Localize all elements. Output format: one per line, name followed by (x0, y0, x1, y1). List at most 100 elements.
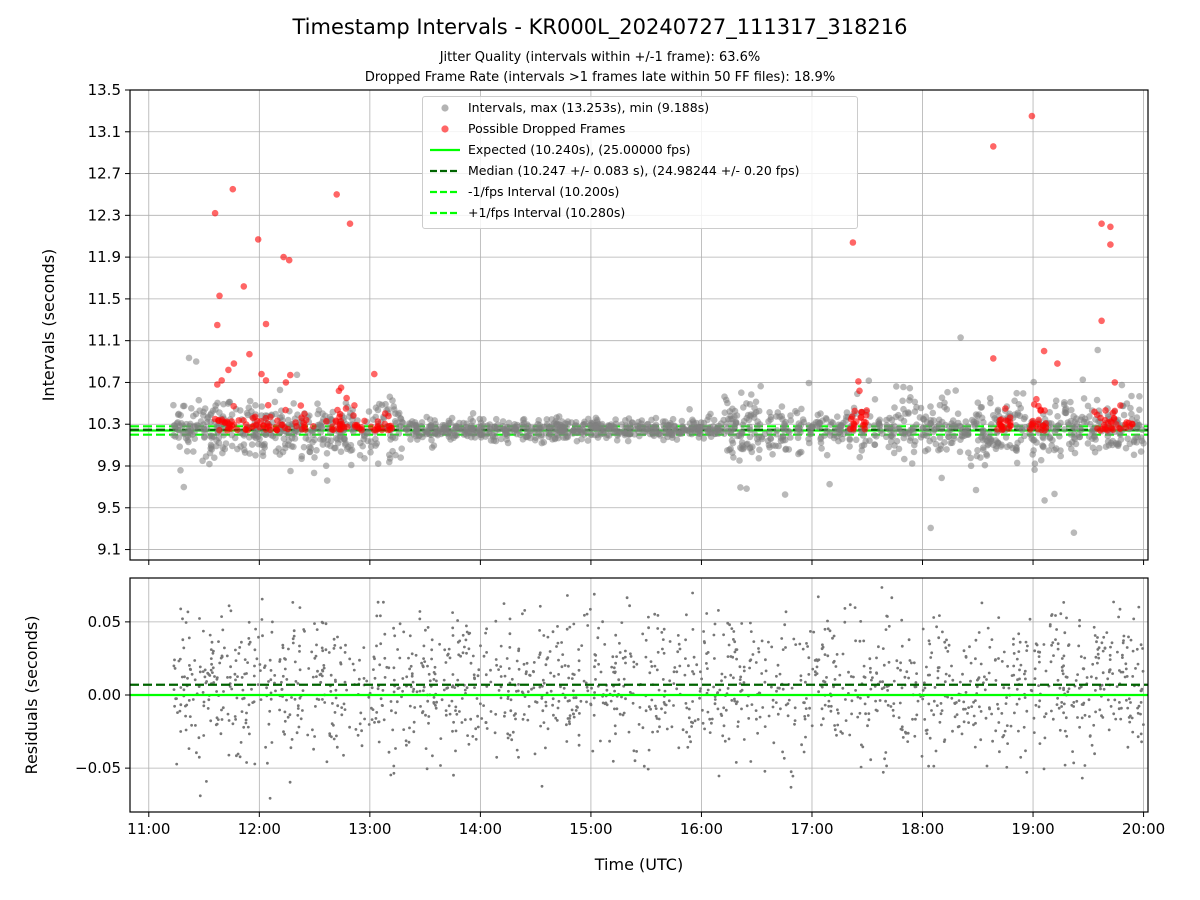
dropped-point (240, 283, 248, 290)
residual-point (499, 675, 503, 678)
residual-point (508, 646, 512, 649)
interval-point (542, 429, 550, 437)
residual-point (187, 699, 191, 702)
residual-point (716, 691, 720, 694)
dropped-point (323, 418, 330, 425)
residual-point (757, 650, 761, 654)
interval-point (860, 441, 868, 449)
residual-point (736, 720, 740, 724)
dropped-point (262, 414, 270, 422)
residual-point (306, 733, 310, 737)
interval-point (669, 431, 676, 439)
residual-point (749, 621, 752, 625)
interval-point (746, 426, 754, 434)
top-y-tick-label: 9.9 (97, 457, 121, 475)
residual-point (1108, 653, 1112, 657)
interval-point (1049, 425, 1056, 432)
residual-point (362, 646, 366, 649)
residual-point (1097, 656, 1101, 660)
interval-point (309, 431, 317, 439)
interval-point (773, 413, 780, 420)
interval-point (580, 421, 588, 428)
residual-point (296, 713, 300, 717)
residual-point (1102, 635, 1106, 639)
residual-point (296, 682, 300, 685)
residual-point (532, 670, 535, 674)
residual-point (193, 659, 197, 662)
x-tick-label: 12:00 (238, 820, 281, 838)
interval-point (775, 442, 782, 450)
residual-point (835, 653, 839, 656)
interval-point (895, 445, 903, 453)
dropped-point (1111, 379, 1119, 386)
interval-point (467, 415, 475, 423)
residual-point (1102, 687, 1106, 691)
interval-point (259, 452, 267, 460)
residual-point (473, 677, 476, 681)
residual-point (584, 681, 588, 685)
residual-point (1051, 717, 1055, 721)
residual-point (789, 770, 793, 774)
residual-point (320, 646, 324, 650)
residual-point (881, 647, 885, 650)
residual-point (823, 627, 827, 631)
interval-point (967, 454, 974, 462)
residual-point (435, 679, 438, 683)
residual-point (283, 719, 287, 723)
dropped-point (264, 401, 272, 409)
interval-point (818, 445, 825, 452)
residual-point (731, 655, 735, 659)
interval-point (696, 424, 703, 431)
residual-point (970, 705, 974, 708)
interval-point (954, 410, 962, 418)
interval-point (1137, 434, 1145, 441)
residual-point (836, 708, 839, 712)
interval-point (978, 403, 985, 411)
residual-point (664, 703, 668, 707)
residual-point (673, 666, 677, 669)
residual-point (1112, 712, 1116, 716)
residual-point (644, 655, 648, 659)
residual-point (1127, 635, 1130, 639)
residual-point (333, 644, 337, 647)
residual-point (540, 697, 544, 700)
interval-point (1040, 434, 1047, 442)
interval-point (952, 387, 959, 394)
legend-item-median: Median (10.247 +/- 0.083 s), (24.98244 +… (423, 161, 857, 181)
residual-point (203, 668, 207, 672)
residual-point (980, 601, 984, 605)
residual-point (320, 674, 324, 678)
dropped-point (1107, 418, 1114, 425)
residual-point (987, 671, 991, 675)
solid-line-icon (430, 148, 460, 152)
residual-point (720, 672, 724, 676)
interval-point (722, 396, 730, 404)
residual-point (641, 632, 645, 636)
dropped-point (262, 377, 270, 384)
residual-point (334, 680, 337, 683)
residual-point (1136, 706, 1139, 710)
residual-point (1057, 706, 1061, 710)
interval-point (743, 441, 750, 448)
residual-point (895, 659, 899, 663)
residual-point (1066, 690, 1070, 694)
residual-point (677, 642, 681, 646)
interval-point (974, 412, 981, 420)
residual-point (322, 666, 326, 670)
residual-point (508, 632, 512, 636)
residual-point (1078, 624, 1081, 628)
residual-point (494, 712, 498, 716)
residual-point (734, 761, 738, 764)
interval-point (477, 419, 485, 427)
interval-point (817, 439, 825, 447)
residual-point (790, 686, 794, 690)
residual-point (1065, 734, 1069, 738)
interval-point (1013, 447, 1020, 455)
legend-item-minus-fps: -1/fps Interval (10.200s) (423, 182, 857, 202)
interval-point (782, 418, 789, 426)
residual-point (597, 626, 600, 630)
residual-point (323, 701, 327, 704)
dropped-point (346, 220, 354, 227)
residual-point (806, 714, 810, 717)
residual-point (994, 658, 997, 661)
